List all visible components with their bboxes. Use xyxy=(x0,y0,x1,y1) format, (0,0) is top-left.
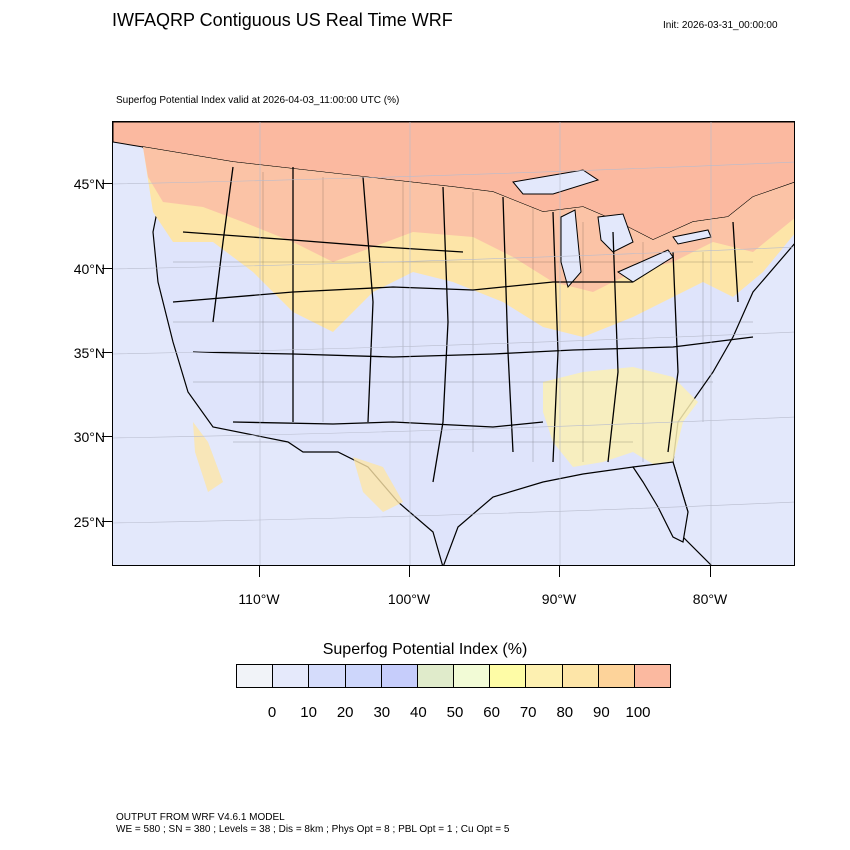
model-info-line2: WE = 580 ; SN = 380 ; Levels = 38 ; Dis … xyxy=(116,824,510,835)
mexico-yellow-patch xyxy=(353,457,403,512)
north-salmon-band xyxy=(143,147,794,292)
lat-label-30: 30°N xyxy=(73,429,105,445)
southern-border xyxy=(232,421,544,428)
colorbar-swatch-2 xyxy=(309,665,346,687)
lat-tick-35 xyxy=(102,352,112,353)
eastern-border xyxy=(667,251,679,453)
lake-michigan xyxy=(560,209,582,289)
east-central-border xyxy=(607,231,619,463)
colorbar-label-30: 30 xyxy=(373,704,391,721)
init-time-label: Init: 2026-03-31_00:00:00 xyxy=(663,20,778,31)
lon-label-100: 100°W xyxy=(387,591,431,607)
colorbar-swatch-4 xyxy=(381,665,418,687)
lon-tick-90 xyxy=(559,566,560,577)
colorbar-swatch-8 xyxy=(526,665,563,687)
lon-tick-80 xyxy=(710,566,711,577)
colorbar-label-90: 90 xyxy=(593,704,610,721)
florida xyxy=(631,461,689,543)
county-borders xyxy=(173,172,753,462)
colorbar-label-100: 100 xyxy=(625,704,651,721)
lat-label-45: 45°N xyxy=(73,176,105,192)
plains-border-1 xyxy=(432,186,449,483)
us-map-svg xyxy=(113,122,794,565)
colorbar-swatch-6 xyxy=(454,665,491,687)
gulf-of-mexico xyxy=(443,466,712,565)
map-subtitle: Superfog Potential Index valid at 2026-0… xyxy=(116,95,400,106)
colorbar-label-80: 80 xyxy=(556,704,574,721)
lake-superior xyxy=(512,169,600,195)
colorbar-swatch-9 xyxy=(562,665,599,687)
model-info-line1: OUTPUT FROM WRF V4.6.1 MODEL xyxy=(116,812,285,823)
state-borders xyxy=(172,166,754,483)
colorbar-swatch-7 xyxy=(490,665,527,687)
lon-label-110: 110°W xyxy=(238,591,280,607)
lat-label-35: 35°N xyxy=(73,345,105,361)
colorbar-label-60: 60 xyxy=(483,704,500,721)
colorbar-label-70: 70 xyxy=(519,704,537,721)
lon-label-90: 90°W xyxy=(541,591,577,607)
lat-tick-30 xyxy=(102,436,112,437)
colorbar-swatch-10 xyxy=(598,665,635,687)
lat-tick-45 xyxy=(102,183,112,184)
colorbar-swatch-1 xyxy=(273,665,310,687)
lake-huron xyxy=(597,213,634,253)
page-title: IWFAQRP Contiguous US Real Time WRF xyxy=(112,10,453,30)
colorbar-swatch-5 xyxy=(417,665,455,687)
lon-tick-100 xyxy=(409,566,410,577)
colorbar-swatch-11 xyxy=(634,665,671,687)
baja-yellow-patch xyxy=(193,422,223,492)
plains-border-2 xyxy=(502,196,514,453)
map-panel xyxy=(112,121,795,566)
lat-tick-40 xyxy=(102,268,112,269)
lat-label-40: 40°N xyxy=(73,261,105,277)
colorbar-label-0: 0 xyxy=(267,704,277,721)
colorbar-label-50: 50 xyxy=(446,704,464,721)
colorbar-swatch-3 xyxy=(345,665,382,687)
lat-tick-25 xyxy=(102,521,112,522)
colorbar-label-20: 20 xyxy=(336,704,354,721)
midwest-border xyxy=(552,211,559,463)
colorbar-label-40: 40 xyxy=(410,704,427,721)
central-border-1 xyxy=(172,281,633,303)
lat-label-25: 25°N xyxy=(73,514,105,530)
colorbar-label-10: 10 xyxy=(300,704,317,721)
colorbar xyxy=(236,664,671,688)
colorbar-swatch-0 xyxy=(237,665,274,687)
western-border-1 xyxy=(212,166,234,323)
colorbar-title: Superfog Potential Index (%) xyxy=(322,641,528,658)
lon-tick-110 xyxy=(259,566,260,577)
graticule xyxy=(113,122,794,565)
lon-label-80: 80°W xyxy=(692,591,728,607)
northern-tier-border xyxy=(182,231,464,253)
